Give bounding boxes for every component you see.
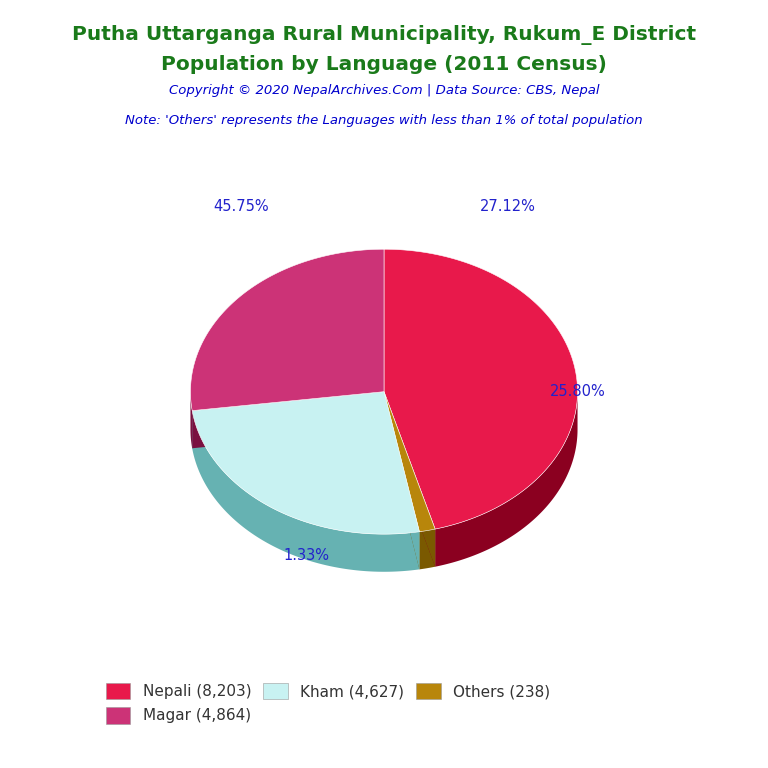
Text: Putha Uttarganga Rural Municipality, Rukum_E District: Putha Uttarganga Rural Municipality, Ruk… [72, 25, 696, 45]
Polygon shape [192, 392, 384, 449]
Polygon shape [190, 249, 384, 411]
Polygon shape [384, 249, 578, 529]
Polygon shape [419, 529, 435, 569]
Polygon shape [192, 411, 419, 571]
Polygon shape [384, 392, 435, 567]
Polygon shape [192, 392, 384, 449]
Polygon shape [190, 392, 192, 449]
Polygon shape [435, 392, 578, 567]
Text: 1.33%: 1.33% [283, 548, 329, 563]
Text: 45.75%: 45.75% [214, 199, 270, 214]
Text: 27.12%: 27.12% [480, 199, 535, 214]
Text: Population by Language (2011 Census): Population by Language (2011 Census) [161, 55, 607, 74]
Polygon shape [192, 392, 419, 534]
Text: Note: 'Others' represents the Languages with less than 1% of total population: Note: 'Others' represents the Languages … [125, 114, 643, 127]
Polygon shape [384, 392, 419, 569]
Polygon shape [384, 392, 435, 531]
Polygon shape [384, 392, 435, 567]
Text: Copyright © 2020 NepalArchives.Com | Data Source: CBS, Nepal: Copyright © 2020 NepalArchives.Com | Dat… [169, 84, 599, 98]
Text: 25.80%: 25.80% [550, 384, 605, 399]
Legend: Nepali (8,203), Magar (4,864), Kham (4,627), Others (238): Nepali (8,203), Magar (4,864), Kham (4,6… [100, 677, 556, 730]
Polygon shape [384, 392, 419, 569]
